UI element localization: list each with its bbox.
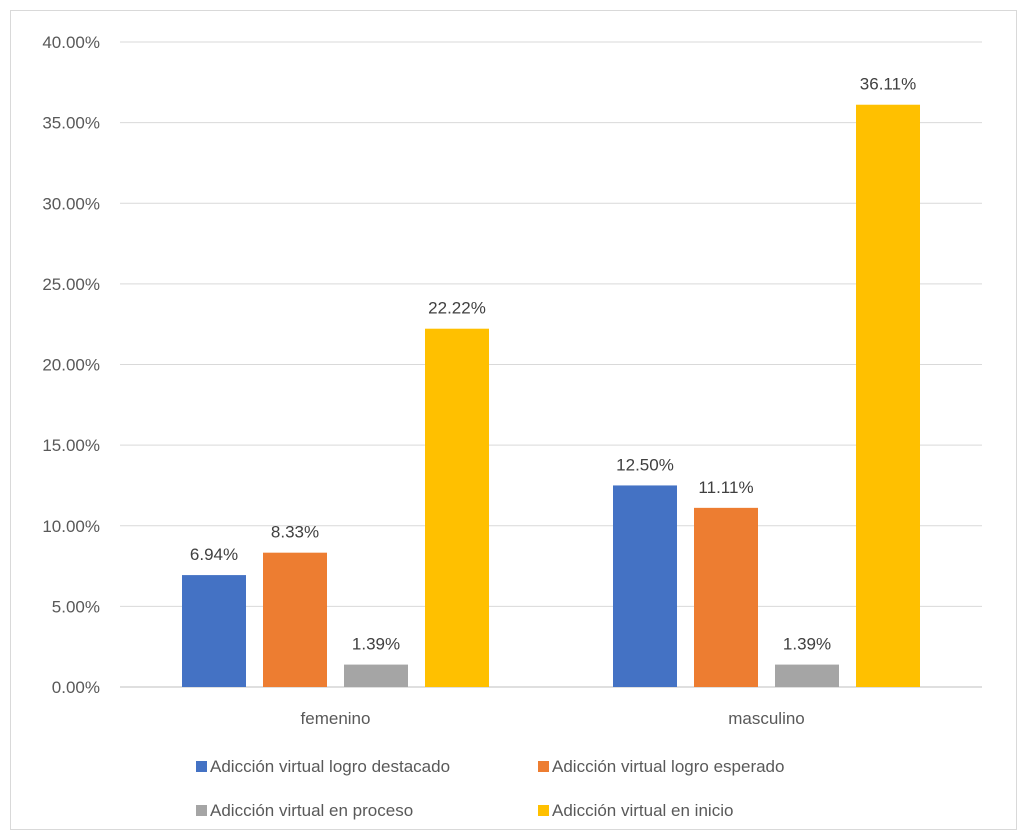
bar-masculino-1: [694, 507, 758, 687]
data-label: 6.94%: [190, 545, 238, 564]
x-tick-label: femenino: [301, 709, 371, 728]
bar-femenino-0: [182, 575, 246, 687]
data-label: 8.33%: [271, 523, 319, 542]
bar-masculino-0: [613, 485, 677, 687]
legend-label: Adicción virtual en proceso: [210, 801, 413, 820]
y-tick-label: 5.00%: [52, 597, 100, 616]
bar-femenino-1: [263, 552, 327, 687]
bar-femenino-3: [425, 328, 489, 687]
x-tick-label: masculino: [728, 709, 805, 728]
legend-label: Adicción virtual logro esperado: [552, 757, 784, 776]
legend-label: Adicción virtual en inicio: [552, 801, 733, 820]
y-tick-label: 35.00%: [42, 114, 100, 133]
chart-frame: [10, 10, 1017, 830]
legend-swatch: [538, 761, 549, 772]
data-label: 22.22%: [428, 299, 486, 318]
legend-swatch: [196, 805, 207, 816]
y-tick-label: 20.00%: [42, 356, 100, 375]
legend-label: Adicción virtual logro destacado: [210, 757, 450, 776]
data-label: 1.39%: [783, 635, 831, 654]
y-tick-label: 10.00%: [42, 517, 100, 536]
legend-swatch: [196, 761, 207, 772]
y-tick-label: 15.00%: [42, 436, 100, 455]
legend-swatch: [538, 805, 549, 816]
bar-masculino-2: [775, 664, 839, 687]
y-tick-label: 40.00%: [42, 33, 100, 52]
bar-masculino-3: [856, 104, 920, 687]
data-label: 36.11%: [860, 75, 916, 94]
data-label: 12.50%: [616, 455, 674, 474]
bar-femenino-2: [344, 664, 408, 687]
y-tick-label: 25.00%: [42, 275, 100, 294]
data-label: 1.39%: [352, 635, 400, 654]
data-label: 11.11%: [698, 478, 753, 497]
y-tick-label: 0.00%: [52, 678, 100, 697]
y-tick-label: 30.00%: [42, 194, 100, 213]
